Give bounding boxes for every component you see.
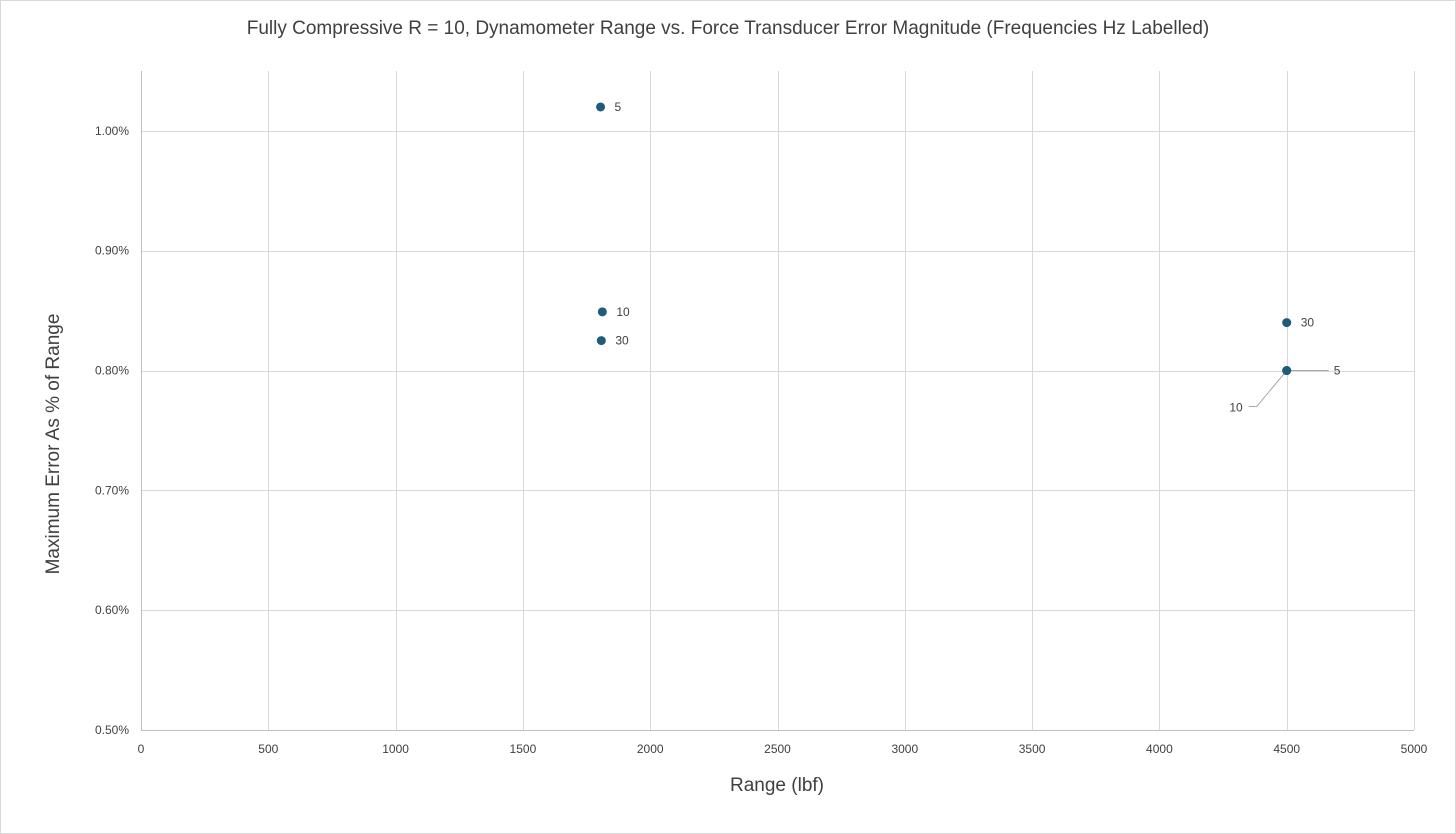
data-label: 10	[616, 305, 630, 319]
axes: 0 500 1000 1500 2000 2500 3000 3500 4000 4500 5000…	[95, 71, 1428, 756]
y-tick-label: 1.00%	[95, 124, 129, 138]
data-point	[596, 336, 606, 346]
data-label: 10	[1229, 401, 1243, 415]
y-tick-label: 0.50%	[95, 723, 129, 737]
x-tick-label: 1500	[510, 742, 537, 756]
data-label: 5	[1334, 364, 1341, 378]
y-tick-label: 0.80%	[95, 364, 129, 378]
gridlines	[141, 71, 1415, 730]
data-point	[1282, 318, 1292, 328]
data-label: 30	[615, 334, 629, 348]
x-tick-label: 3000	[891, 742, 918, 756]
x-tick-label: 1000	[382, 742, 409, 756]
data-label-leaders	[1248, 370, 1329, 408]
data-label: 5	[615, 100, 622, 114]
x-tick-label: 5000	[1401, 742, 1428, 756]
data-point	[596, 102, 606, 112]
y-tick-label: 0.70%	[95, 483, 129, 497]
y-axis-title: Maximum Error As % of Range	[43, 314, 64, 575]
y-tick-label: 0.60%	[95, 603, 129, 617]
x-axis-title: Range (lbf)	[730, 775, 824, 796]
data-point	[597, 307, 607, 317]
chart-title: Fully Compressive R = 10, Dynamometer Ra…	[247, 18, 1210, 39]
x-tick-label: 4500	[1273, 742, 1300, 756]
x-tick-label: 2500	[764, 742, 791, 756]
x-tick-label: 4000	[1146, 742, 1173, 756]
data-point	[1282, 366, 1292, 376]
x-tick-label: 3500	[1019, 742, 1046, 756]
x-tick-label: 500	[258, 742, 278, 756]
x-tick-label: 2000	[637, 742, 664, 756]
data-labels: 5 10 30 30 5 10	[615, 100, 1341, 415]
y-tick-label: 0.90%	[95, 244, 129, 258]
x-tick-label: 0	[138, 742, 145, 756]
data-label: 30	[1301, 316, 1315, 330]
data-label-leader	[1248, 370, 1288, 408]
data-points	[596, 102, 1292, 376]
